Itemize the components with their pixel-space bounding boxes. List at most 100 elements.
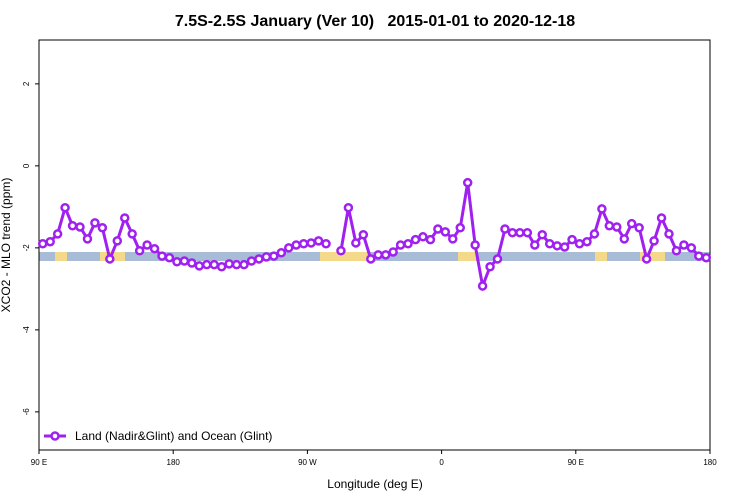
data-point bbox=[291, 240, 301, 250]
data-point bbox=[298, 239, 309, 249]
data-point bbox=[679, 240, 689, 250]
data-point bbox=[187, 258, 197, 268]
data-point bbox=[261, 252, 272, 262]
data-point bbox=[619, 234, 630, 244]
x-axis-label: Longitude (deg E) bbox=[327, 477, 422, 491]
data-point bbox=[119, 213, 130, 223]
data-point bbox=[388, 247, 398, 257]
data-point bbox=[306, 238, 316, 248]
x-tick-label: 90 E bbox=[568, 458, 584, 467]
y-tick-label: -4 bbox=[22, 326, 31, 334]
land-band bbox=[595, 252, 607, 261]
data-point bbox=[477, 281, 488, 291]
data-point bbox=[231, 259, 242, 270]
data-point bbox=[522, 227, 533, 238]
data-point bbox=[343, 202, 354, 213]
data-point bbox=[82, 234, 93, 244]
data-point bbox=[75, 222, 85, 232]
y-tick-label: -2 bbox=[22, 244, 31, 252]
data-point bbox=[537, 230, 547, 240]
data-point bbox=[485, 261, 495, 272]
data-point bbox=[701, 252, 712, 263]
y-tick-label: 0 bbox=[22, 163, 31, 168]
data-point bbox=[336, 245, 346, 256]
y-axis-label: XCO2 - MLO trend (ppm) bbox=[0, 178, 13, 313]
data-point bbox=[134, 245, 145, 256]
land-band bbox=[55, 252, 67, 261]
data-point bbox=[358, 230, 369, 240]
data-point bbox=[656, 213, 667, 223]
data-point bbox=[567, 234, 577, 245]
data-point bbox=[142, 240, 152, 250]
data-point bbox=[597, 204, 607, 214]
data-point bbox=[90, 218, 100, 228]
data-point bbox=[351, 238, 361, 248]
data-point bbox=[284, 243, 294, 253]
x-tick-label: 180 bbox=[703, 458, 717, 467]
x-tick-label: 180 bbox=[167, 458, 181, 467]
data-point bbox=[559, 242, 570, 252]
data-point bbox=[455, 223, 465, 233]
data-point bbox=[462, 177, 473, 188]
data-point bbox=[157, 251, 167, 261]
data-point bbox=[634, 223, 644, 233]
legend-label: Land (Nadir&Glint) and Ocean (Glint) bbox=[75, 429, 272, 443]
data-point bbox=[164, 252, 175, 263]
data-point bbox=[671, 245, 682, 256]
data-point bbox=[664, 229, 674, 239]
data-point bbox=[112, 236, 123, 246]
data-point bbox=[448, 234, 458, 244]
data-point bbox=[202, 259, 212, 270]
x-tick-label: 90 W bbox=[298, 458, 317, 467]
data-point bbox=[500, 224, 510, 234]
data-point bbox=[269, 251, 279, 261]
data-point bbox=[179, 256, 190, 266]
data-point bbox=[194, 261, 205, 271]
data-point bbox=[373, 250, 383, 260]
data-point bbox=[321, 239, 331, 249]
plot-frame bbox=[38, 39, 711, 451]
data-point bbox=[612, 222, 622, 232]
data-point bbox=[313, 236, 324, 246]
series-line bbox=[42, 182, 707, 292]
data-point bbox=[172, 257, 182, 267]
data-point bbox=[97, 223, 108, 233]
data-point bbox=[395, 240, 406, 250]
data-point bbox=[589, 229, 600, 239]
data-point bbox=[582, 236, 592, 247]
data-point bbox=[276, 248, 287, 258]
data-point bbox=[574, 239, 585, 249]
data-point bbox=[224, 259, 234, 269]
data-point bbox=[649, 236, 659, 246]
data-point bbox=[544, 239, 555, 249]
data-point bbox=[149, 243, 160, 254]
x-tick-label: 0 bbox=[439, 458, 444, 467]
data-point bbox=[604, 220, 615, 231]
land-band bbox=[320, 252, 370, 261]
y-tick-label: 2 bbox=[22, 81, 31, 86]
data-point bbox=[694, 251, 704, 261]
data-point bbox=[52, 229, 63, 239]
land-band bbox=[640, 252, 665, 261]
data-point bbox=[105, 254, 115, 264]
data-point bbox=[45, 236, 55, 247]
data-point bbox=[60, 202, 70, 213]
data-point bbox=[492, 254, 503, 264]
data-point bbox=[209, 259, 219, 270]
data-point bbox=[626, 218, 637, 229]
data-point bbox=[507, 227, 518, 238]
x-tick-label: 90 E bbox=[31, 458, 47, 467]
y-tick-label: -6 bbox=[22, 408, 31, 416]
land-band bbox=[458, 252, 476, 261]
data-point bbox=[246, 256, 257, 266]
data-point bbox=[239, 259, 249, 270]
data-point bbox=[433, 224, 443, 234]
data-point bbox=[418, 232, 428, 242]
data-point bbox=[216, 261, 227, 272]
data-point bbox=[67, 220, 78, 231]
data-point bbox=[686, 243, 697, 253]
data-point bbox=[440, 227, 451, 237]
data-point bbox=[403, 239, 413, 249]
legend-marker bbox=[50, 431, 60, 441]
